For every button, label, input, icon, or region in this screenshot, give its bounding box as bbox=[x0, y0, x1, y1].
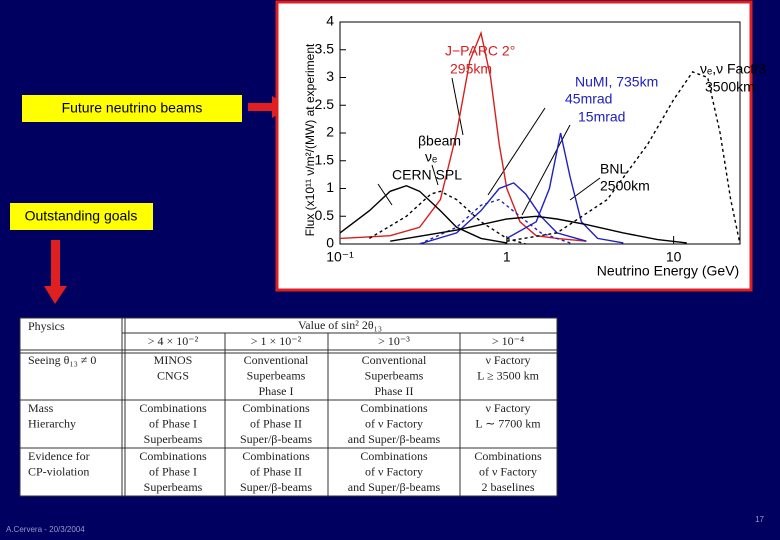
table-header: > 1 × 10⁻² bbox=[251, 334, 302, 348]
table-cell: Combinations bbox=[242, 401, 310, 415]
label: Outstanding goals bbox=[25, 208, 138, 224]
annotation: CERN SPL bbox=[392, 167, 462, 183]
label-box bbox=[10, 203, 153, 230]
series-line bbox=[419, 198, 574, 245]
table-cell: CP-violation bbox=[28, 464, 89, 478]
table-cell: Mass bbox=[28, 401, 54, 415]
annotation: NuMI, 735km bbox=[575, 74, 658, 90]
table-cell: Super/β-beams bbox=[240, 432, 312, 446]
x-tick-label: 10⁻¹ bbox=[326, 249, 354, 265]
chart-panel bbox=[275, 0, 753, 292]
table-cell: Combinations bbox=[360, 401, 428, 415]
annotation: 3500km bbox=[705, 79, 755, 95]
y-tick-label: 2.5 bbox=[315, 96, 335, 112]
annotation: 45mrad bbox=[565, 91, 612, 107]
table-cell: L ∼ 7700 km bbox=[475, 416, 541, 430]
series-line bbox=[419, 182, 587, 245]
table-cell: Seeing θ₁₃ ≠ 0 bbox=[28, 353, 96, 367]
label: Future neutrino beams bbox=[62, 100, 203, 116]
annotation: 15mrad bbox=[578, 109, 625, 125]
table-cell: 2 baselines bbox=[482, 480, 535, 494]
y-tick-label: 1 bbox=[326, 179, 334, 195]
table-cell: Hierarchy bbox=[28, 416, 76, 430]
annotation: BNL bbox=[600, 161, 627, 177]
y-tick-label: 0 bbox=[326, 235, 334, 251]
table-cell: Combinations bbox=[474, 449, 542, 463]
series-line bbox=[339, 184, 507, 244]
table-cell: of Phase II bbox=[250, 464, 302, 478]
table-rules bbox=[19, 317, 558, 497]
table-cell: Combinations bbox=[139, 401, 207, 415]
table-cell: MINOS bbox=[154, 353, 193, 367]
y-tick-label: 0.5 bbox=[315, 207, 335, 223]
annotation: 2500km bbox=[600, 178, 650, 194]
table-cell: Conventional bbox=[244, 353, 309, 367]
table-cell: and Super/β-beams bbox=[348, 432, 441, 446]
footer-author: A.Cervera - 20/3/2004 bbox=[6, 525, 85, 534]
table-cell: Superbeams bbox=[144, 432, 203, 446]
table: Value of sin² 2θ₁₃ Physics > 4 × 10⁻² > 1 … bbox=[19, 317, 558, 497]
annotation: νₑ,ν Fact/3 bbox=[700, 61, 766, 77]
table-cell: Combinations bbox=[360, 449, 428, 463]
table-cell: ν Factory bbox=[485, 401, 530, 415]
series-line bbox=[369, 190, 526, 245]
table-cell: L ≥ 3500 km bbox=[477, 368, 539, 382]
annotation: νₑ bbox=[425, 149, 437, 165]
table-cell: of Phase I bbox=[149, 416, 197, 430]
y-tick-label: 3.5 bbox=[315, 40, 335, 56]
y-tick-label: 2 bbox=[326, 124, 334, 140]
table-header: Physics bbox=[28, 319, 65, 333]
table-cell: ν Factory bbox=[485, 353, 530, 367]
label-box bbox=[22, 95, 242, 122]
table-title: Value of sin² 2θ₁₃ bbox=[298, 318, 382, 332]
table-cell: Evidence for bbox=[28, 449, 90, 463]
annotation: 295km bbox=[450, 61, 492, 77]
annotation: βbeam bbox=[418, 133, 461, 149]
page-number: 17 bbox=[755, 515, 764, 524]
table-cell: of Phase II bbox=[250, 416, 302, 430]
table-cell: Combinations bbox=[139, 449, 207, 463]
x-axis-label: Neutrino Energy (GeV) bbox=[597, 263, 739, 279]
series-line bbox=[390, 215, 687, 244]
y-tick-label: 1.5 bbox=[315, 151, 335, 167]
table-cell: of Phase I bbox=[149, 464, 197, 478]
table-cell: and Super/β-beams bbox=[348, 480, 441, 494]
table-cell: Combinations bbox=[242, 449, 310, 463]
table-cell: of ν Factory bbox=[365, 464, 423, 478]
table-cell: Conventional bbox=[362, 353, 427, 367]
table-cell: Phase I bbox=[259, 384, 294, 398]
series-line bbox=[506, 71, 741, 245]
x-tick-label: 1 bbox=[503, 249, 511, 265]
table-header: > 4 × 10⁻² bbox=[148, 334, 199, 348]
table-cell: Phase II bbox=[375, 384, 414, 398]
table-cell: Super/β-beams bbox=[240, 480, 312, 494]
y-tick-label: 4 bbox=[326, 13, 334, 29]
table-header: > 10⁻⁴ bbox=[492, 334, 524, 348]
table-cell: CNGS bbox=[157, 368, 189, 382]
table-cell: of ν Factory bbox=[479, 464, 537, 478]
annotation: J−PARC 2° bbox=[445, 43, 515, 59]
table-header: > 10⁻³ bbox=[378, 334, 410, 348]
y-tick-label: 3 bbox=[326, 68, 334, 84]
table-cell: Superbeams bbox=[247, 368, 306, 382]
table-cell: Superbeams bbox=[144, 480, 203, 494]
table-cell: Superbeams bbox=[365, 368, 424, 382]
table-bg bbox=[20, 318, 557, 496]
series-line bbox=[339, 30, 587, 242]
chart: Flux (x10¹¹ ν/m²/(MW) at experiment Neut… bbox=[303, 13, 766, 279]
y-axis-label: Flux (x10¹¹ ν/m²/(MW) at experiment bbox=[303, 43, 317, 236]
table-cell: of ν Factory bbox=[365, 416, 423, 430]
x-tick-label: 10 bbox=[666, 249, 682, 265]
